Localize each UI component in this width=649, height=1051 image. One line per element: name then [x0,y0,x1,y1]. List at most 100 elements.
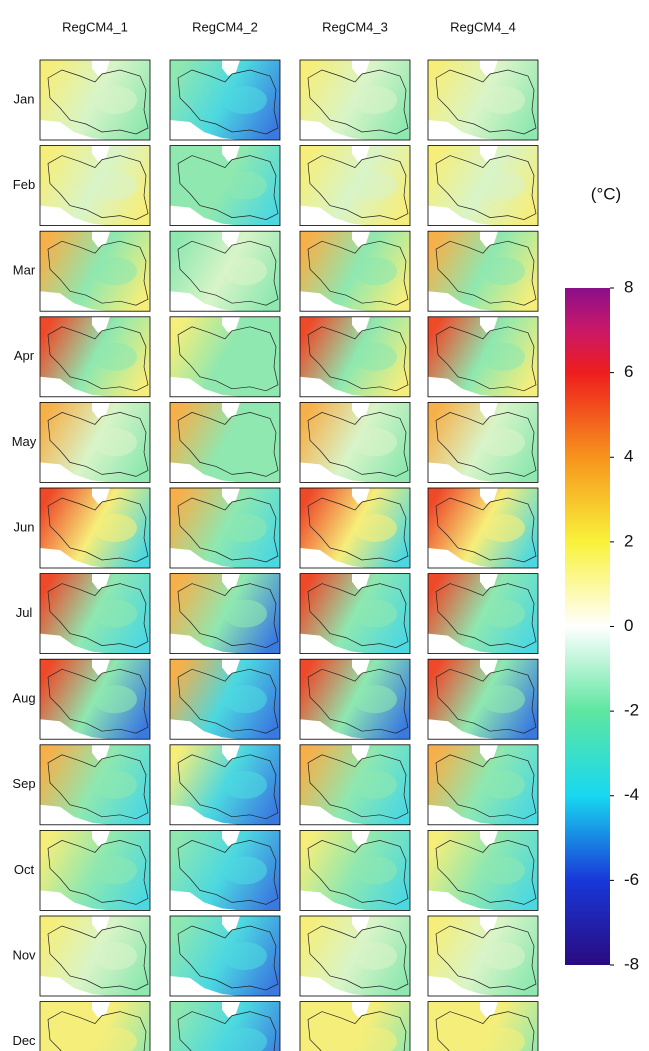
map-panel [299,230,411,312]
colorbar-tick-label: -8 [624,954,639,973]
panel-frame [169,230,281,312]
column-title: RegCM4_3 [322,19,388,34]
column-title: RegCM4_2 [192,19,258,34]
row-label: Apr [14,348,35,363]
panel-frame [39,145,151,227]
row-label: Dec [12,1033,36,1048]
column-title: RegCM4_4 [450,19,516,34]
map-panel [427,658,539,740]
map-panel [39,744,151,826]
row-label: Aug [12,691,35,706]
panel-frame [299,1001,411,1051]
row-label: Jan [14,91,35,106]
map-panel [299,487,411,569]
map-panel [169,59,281,141]
row-label: Mar [13,263,36,278]
panel-frame [39,230,151,312]
panel-frame [169,915,281,997]
map-grid [39,59,539,1051]
panel-frame [39,573,151,654]
panel-frame [39,59,151,141]
panel-frame [39,1001,151,1051]
map-panel [299,59,411,141]
panel-frame [427,401,539,483]
panel-frame [427,230,539,312]
map-panel [39,145,151,227]
panel-frame [427,915,539,997]
map-panel [39,316,151,398]
colorbar-tick-label: 2 [624,531,633,550]
panel-frame [299,145,411,227]
map-panel [169,487,281,569]
colorbar-tick-label: -6 [624,870,639,889]
panel-frame [427,573,539,654]
panel-frame [299,830,411,911]
panel-frame [427,487,539,569]
map-panel [299,1001,411,1051]
panel-frame [169,1001,281,1051]
panel-frame [169,401,281,483]
map-panel [299,145,411,227]
column-title: RegCM4_1 [62,19,128,34]
panel-frame [427,744,539,826]
colorbar-label: (°C) [591,184,621,203]
row-label: Sep [12,776,35,791]
map-panel [39,573,151,654]
panel-frame [299,573,411,654]
map-panel [427,145,539,227]
colorbar-tick-label: -2 [624,701,639,720]
map-panel [299,915,411,997]
map-panel [299,658,411,740]
colorbar-tick-label: 8 [624,277,633,296]
map-panel [299,401,411,483]
map-panel [169,145,281,227]
colorbar-ticks: -8 -6 -4 -2 0 2 4 6 8 [610,277,639,973]
panel-frame [299,230,411,312]
map-panel [169,401,281,483]
row-label: Jul [16,605,33,620]
colorbar [565,288,610,965]
row-label: May [12,434,37,449]
panel-frame [39,658,151,740]
panel-frame [427,145,539,227]
panel-frame [299,658,411,740]
map-panel [427,401,539,483]
colorbar-tick-label: -4 [624,785,639,804]
map-panel [169,744,281,826]
panel-frame [169,145,281,227]
panel-frame [169,830,281,911]
map-panel [39,658,151,740]
map-panel [39,401,151,483]
panel-frame [299,744,411,826]
map-panel [427,915,539,997]
map-panel [427,316,539,398]
map-panel [39,230,151,312]
map-panel [39,487,151,569]
panel-frame [299,401,411,483]
panel-frame [169,658,281,740]
map-panel [427,487,539,569]
map-panel [169,658,281,740]
row-label: Feb [13,177,35,192]
map-panel [427,830,539,911]
panel-frame [169,744,281,826]
map-panel [299,316,411,398]
map-panel [299,830,411,911]
panel-frame [427,658,539,740]
panel-frame [169,573,281,654]
panel-frame [299,316,411,398]
panel-frame [39,316,151,398]
panel-frame [39,487,151,569]
map-panel [427,744,539,826]
map-panel [39,1001,151,1051]
panel-frame [427,59,539,141]
colorbar-tick-label: 6 [624,362,633,381]
panel-frame [169,487,281,569]
row-label: Jun [14,519,35,534]
panel-frame [39,744,151,826]
panel-frame [427,316,539,398]
map-panel [169,915,281,997]
map-panel [39,830,151,911]
panel-frame [39,830,151,911]
panel-frame [169,59,281,141]
